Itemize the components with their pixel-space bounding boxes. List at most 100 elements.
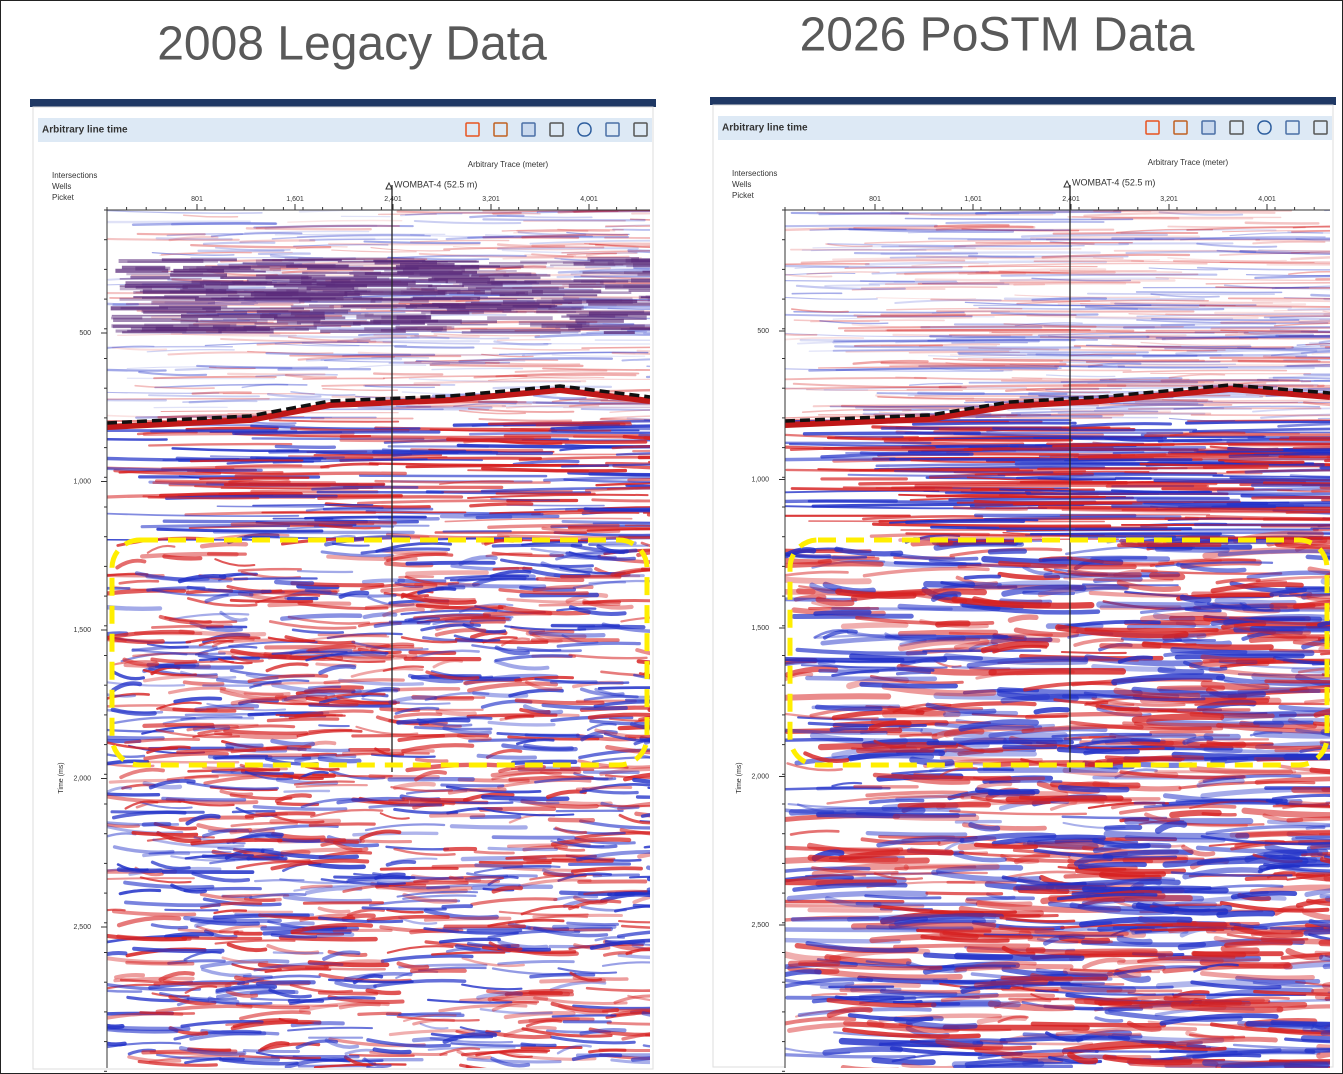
seismic-trace — [484, 362, 581, 366]
seismic-trace — [627, 477, 650, 482]
seismic-trace — [808, 367, 1058, 372]
seismic-trace — [142, 495, 260, 500]
seismic-trace — [456, 734, 492, 741]
seismic-trace — [469, 214, 525, 219]
seismic-trace — [621, 358, 650, 362]
seismic-trace — [569, 971, 603, 982]
toolbar-button[interactable] — [1201, 120, 1216, 135]
seismic-trace — [588, 580, 627, 585]
seismic-trace — [531, 253, 630, 258]
seismic-trace — [1055, 624, 1189, 639]
seismic-trace — [571, 1053, 623, 1062]
seismic-trace — [573, 926, 614, 933]
seismic-trace — [370, 247, 451, 252]
seismic-trace — [814, 704, 883, 712]
seismic-trace — [785, 332, 953, 338]
seismic-trace — [1264, 679, 1330, 684]
seismic-trace — [456, 1049, 492, 1060]
seismic-trace — [430, 604, 507, 612]
toolbar-button[interactable] — [521, 122, 536, 137]
seismic-trace — [357, 351, 499, 357]
seismic-trace — [1235, 830, 1330, 839]
seismic-trace — [958, 353, 1198, 357]
seismic-trace — [1005, 795, 1124, 803]
seismic-trace — [159, 706, 218, 713]
seismic-trace — [461, 983, 523, 991]
seismic-trace — [431, 360, 526, 364]
seismic-trace — [980, 268, 1107, 274]
seismic-trace — [142, 780, 183, 790]
toolbar-button[interactable] — [1257, 120, 1272, 135]
seismic-trace — [816, 211, 1054, 216]
seismic-trace — [1267, 1027, 1330, 1037]
seismic-trace — [999, 1035, 1131, 1043]
seismic-trace — [853, 227, 1115, 232]
seismic-trace — [528, 630, 606, 638]
seismic-trace — [1302, 401, 1330, 407]
seismic-trace — [1226, 469, 1330, 474]
seismic-trace — [295, 783, 368, 788]
seismic-trace — [1205, 282, 1330, 285]
seismic-trace — [161, 796, 247, 802]
seismic-trace — [1114, 302, 1257, 307]
seismic-trace — [1131, 260, 1315, 264]
seismic-trace — [359, 839, 413, 844]
toolbar-button[interactable] — [465, 122, 480, 137]
seismic-trace — [998, 560, 1137, 570]
seismic-trace — [415, 359, 559, 362]
seismic-trace — [188, 398, 331, 404]
seismic-trace — [931, 869, 1042, 883]
seismic-trace — [373, 978, 467, 988]
seismic-trace — [190, 243, 332, 249]
seismic-trace — [955, 743, 1004, 754]
seismic-trace — [829, 725, 869, 732]
seismic-trace — [180, 716, 255, 721]
seismic-trace — [155, 1004, 253, 1014]
seismic-trace — [891, 484, 1207, 490]
toolbar-button[interactable] — [493, 122, 508, 137]
toolbar-button[interactable] — [577, 122, 592, 137]
seismic-trace — [975, 271, 1026, 275]
seismic-trace — [787, 803, 898, 810]
seismic-trace — [317, 906, 351, 914]
seismic-trace — [1175, 349, 1318, 355]
seismic-trace — [814, 968, 963, 981]
seismic-trace — [980, 640, 1050, 654]
seismic-trace — [110, 716, 196, 725]
seismic-trace — [532, 394, 587, 400]
toolbar-button[interactable] — [1145, 120, 1160, 135]
toolbar-button[interactable] — [633, 122, 648, 137]
seismic-trace — [1287, 308, 1330, 311]
seismic-trace — [364, 385, 435, 389]
seismic-trace — [1151, 318, 1300, 321]
seismic-trace — [1091, 733, 1197, 744]
toolbar-button[interactable] — [1173, 120, 1188, 135]
seismic-trace — [168, 235, 219, 242]
seismic-trace — [449, 824, 528, 830]
seismic-trace — [237, 974, 321, 986]
seismic-trace — [131, 831, 199, 837]
seismic-trace — [1087, 928, 1153, 933]
toolbar-button[interactable] — [1229, 120, 1244, 135]
seismic-trace — [197, 724, 296, 736]
title-bar — [30, 99, 656, 107]
seismic-trace — [444, 617, 510, 623]
seismic-trace — [553, 895, 599, 902]
y-tick-label: 1,500 — [751, 625, 769, 632]
y-tick-label: 2,000 — [73, 775, 91, 782]
seismic-trace — [202, 828, 250, 838]
seismic-trace — [490, 769, 582, 778]
toolbar-button[interactable] — [1313, 120, 1328, 135]
seismic-trace — [331, 542, 370, 547]
seismic-trace — [602, 322, 650, 327]
seismic-trace — [908, 382, 963, 386]
seismic-trace — [484, 233, 629, 239]
x-axis-title: Arbitrary Trace (meter) — [1148, 158, 1229, 167]
seismic-trace — [826, 795, 965, 805]
seismic-trace — [214, 730, 299, 740]
toolbar-button[interactable] — [1285, 120, 1300, 135]
toolbar-button[interactable] — [549, 122, 564, 137]
toolbar-button[interactable] — [605, 122, 620, 137]
seismic-trace — [585, 986, 650, 993]
